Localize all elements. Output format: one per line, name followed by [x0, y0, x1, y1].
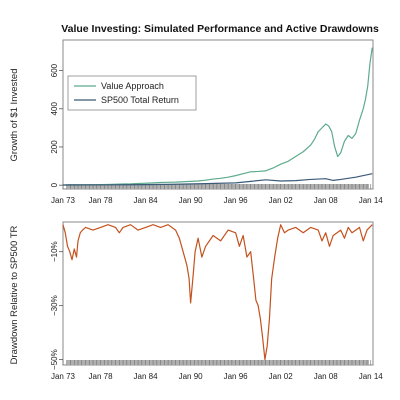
growth-x-tick-label: Jan 73	[51, 196, 76, 205]
legend-box	[67, 75, 197, 111]
drawdown-x-band-background	[67, 360, 369, 365]
drawdown-y-ticks: −10% −30% −50%	[50, 241, 63, 370]
growth-series-lines	[62, 47, 373, 186]
growth-y-tick-label: 400	[50, 102, 59, 116]
growth-x-tick-label: Jan 08	[314, 196, 339, 205]
drawdown-x-tick-band	[62, 360, 372, 365]
drawdown-x-tick-label: Jan 02	[269, 372, 294, 381]
drawdown-y-tick-label: −30%	[50, 295, 59, 316]
growth-y-tick-label: 0	[50, 182, 59, 187]
growth-x-band-background	[67, 184, 369, 189]
growth-x-tick-label: Jan 78	[89, 196, 114, 205]
drawdown-x-tick-label: Jan 96	[224, 372, 249, 381]
growth-x-tick-label: Jan 90	[179, 196, 204, 205]
growth-y-tick-label: 200	[50, 140, 59, 154]
drawdown-y-axis-title: Drawdown Relative to SP500 TR	[9, 226, 20, 365]
growth-series-line-value-approach	[63, 47, 373, 186]
growth-x-tick-label: Jan 84	[134, 196, 159, 205]
chart-title: Value Investing: Simulated Performance a…	[61, 23, 379, 35]
growth-y-tick-label: 600	[50, 63, 59, 77]
drawdown-x-tick-label: Jan 73	[51, 372, 76, 381]
growth-panel-frame	[62, 39, 374, 190]
drawdown-panel: Drawdown Relative to SP500 TR −10% −30% −5…	[9, 221, 383, 381]
growth-x-tick-label: Jan 14	[359, 196, 384, 205]
drawdown-x-tick-label: Jan 84	[134, 372, 159, 381]
growth-series-line-sp500-total-return	[62, 173, 373, 186]
drawdown-x-tick-label: Jan 14	[359, 372, 384, 381]
legend-label-value-approach: Value Approach	[101, 81, 164, 91]
growth-y-ticks: 0 200 400 600	[50, 63, 63, 187]
drawdown-x-tick-label: Jan 78	[89, 372, 114, 381]
drawdown-y-tick-label: −10%	[50, 241, 59, 262]
drawdown-x-tick-label: Jan 90	[179, 372, 204, 381]
drawdown-x-tick-label: Jan 08	[314, 372, 339, 381]
growth-y-axis-title: Growth of $1 Invested	[9, 69, 20, 162]
drawdown-series-line-drawdown	[62, 224, 373, 361]
growth-x-tick-labels: Jan 73 Jan 78 Jan 84 Jan 90 Jan 96 Jan 02 Jan …	[51, 196, 383, 205]
growth-x-tick-label: Jan 02	[269, 196, 294, 205]
drawdown-series-lines	[62, 224, 373, 361]
legend-label-sp500: SP500 Total Return	[101, 95, 179, 105]
legend: Value Approach SP500 Total Return	[67, 75, 197, 111]
drawdown-panel-frame	[62, 221, 374, 366]
growth-x-tick-label: Jan 96	[224, 196, 249, 205]
drawdown-x-tick-labels: Jan 73 Jan 78 Jan 84 Jan 90 Jan 96 Jan 02 Jan …	[51, 372, 383, 381]
drawdown-y-tick-label: −50%	[50, 349, 59, 370]
